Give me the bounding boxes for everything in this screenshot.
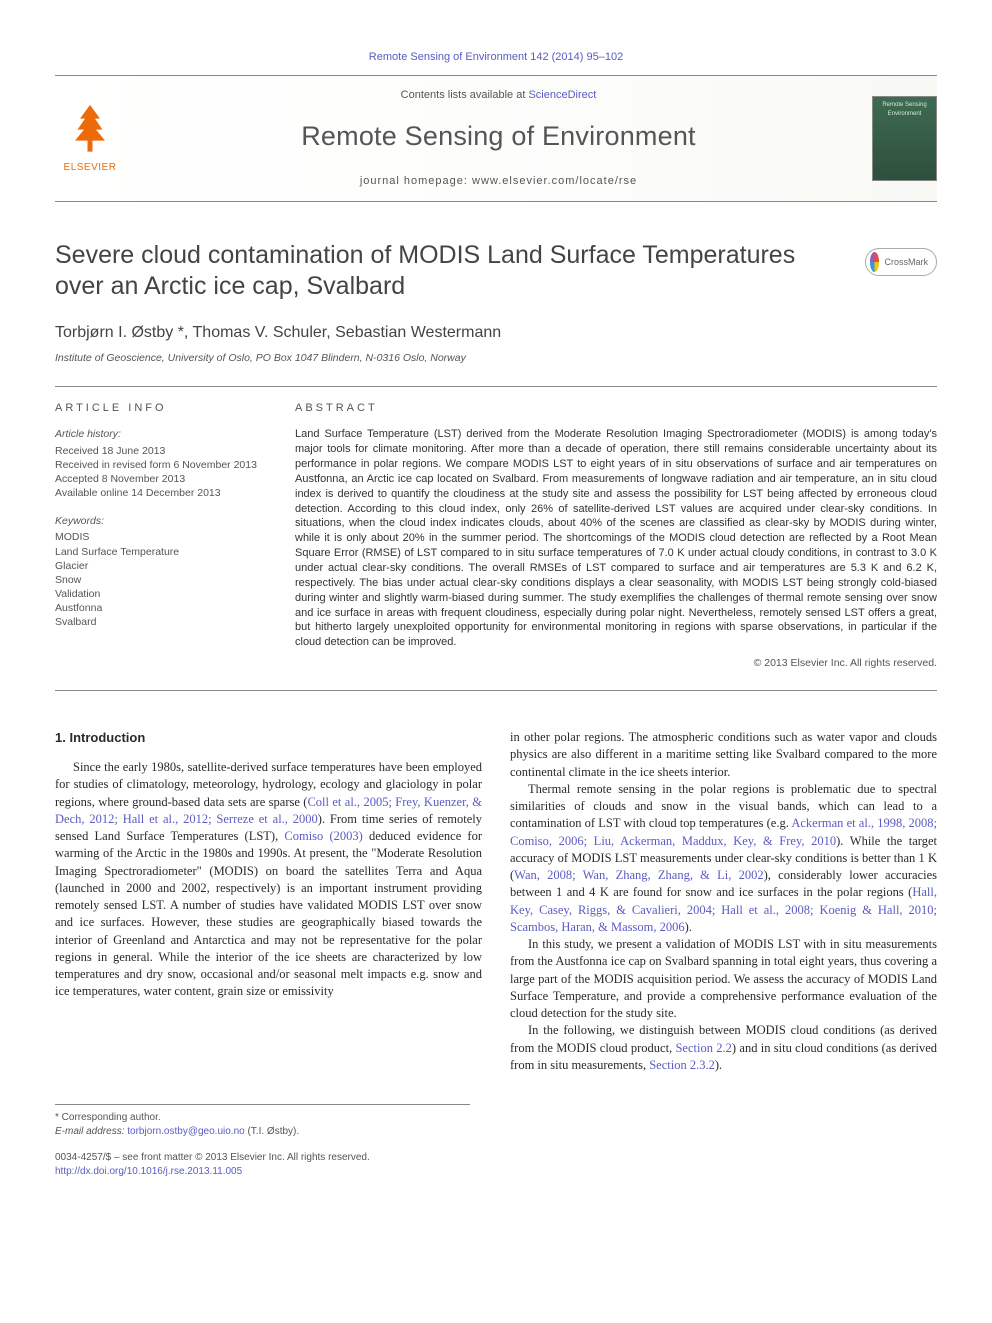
intro-paragraph-2: Thermal remote sensing in the polar regi… xyxy=(510,781,937,936)
keywords-label: Keywords: xyxy=(55,514,265,528)
article-header: CrossMark Severe cloud contamination of … xyxy=(55,240,937,366)
keyword: Snow xyxy=(55,573,265,587)
column-right: in other polar regions. The atmospheric … xyxy=(510,729,937,1074)
history-accepted: Accepted 8 November 2013 xyxy=(55,472,265,486)
abstract-copyright: © 2013 Elsevier Inc. All rights reserved… xyxy=(295,656,937,670)
divider-bottom xyxy=(55,690,937,691)
email-link[interactable]: torbjorn.ostby@geo.uio.no xyxy=(127,1126,244,1137)
keyword: Land Surface Temperature xyxy=(55,545,265,559)
publisher-logo: ELSEVIER xyxy=(55,99,125,179)
section-heading-intro: 1. Introduction xyxy=(55,729,482,747)
footnotes: * Corresponding author. E-mail address: … xyxy=(55,1104,470,1139)
email-suffix: (T.I. Østby). xyxy=(245,1126,299,1137)
column-left: 1. Introduction Since the early 1980s, s… xyxy=(55,729,482,1074)
corresponding-author: * Corresponding author. xyxy=(55,1111,470,1125)
article-title: Severe cloud contamination of MODIS Land… xyxy=(55,240,835,303)
email-line: E-mail address: torbjorn.ostby@geo.uio.n… xyxy=(55,1125,470,1139)
keyword: MODIS xyxy=(55,530,265,544)
history-label: Article history: xyxy=(55,427,265,441)
history-online: Available online 14 December 2013 xyxy=(55,486,265,500)
abstract-block: ABSTRACT Land Surface Temperature (LST) … xyxy=(295,401,937,671)
email-label: E-mail address: xyxy=(55,1126,127,1137)
article-info-heading: ARTICLE INFO xyxy=(55,401,265,416)
keyword: Austfonna xyxy=(55,601,265,615)
contents-line: Contents lists available at ScienceDirec… xyxy=(125,88,872,103)
crossmark-badge[interactable]: CrossMark xyxy=(865,248,937,276)
cover-text: Remote Sensing Environment xyxy=(877,101,932,118)
affiliation: Institute of Geoscience, University of O… xyxy=(55,351,937,366)
journal-header-band: ELSEVIER Contents lists available at Sci… xyxy=(55,75,937,202)
journal-homepage: journal homepage: www.elsevier.com/locat… xyxy=(125,174,872,189)
section-link[interactable]: Section 2.2 xyxy=(675,1041,731,1055)
body-columns: 1. Introduction Since the early 1980s, s… xyxy=(55,729,937,1074)
bottom-meta: 0034-4257/$ – see front matter © 2013 El… xyxy=(55,1151,937,1179)
crossmark-label: CrossMark xyxy=(884,256,928,269)
history-received: Received 18 June 2013 xyxy=(55,444,265,458)
intro-paragraph-1-cont: in other polar regions. The atmospheric … xyxy=(510,729,937,781)
divider-top xyxy=(55,386,937,387)
text: deduced evidence for warming of the Arct… xyxy=(55,829,482,998)
citation-header: Remote Sensing of Environment 142 (2014)… xyxy=(55,50,937,65)
intro-paragraph-4: In the following, we distinguish between… xyxy=(510,1022,937,1074)
elsevier-tree-icon xyxy=(65,102,115,157)
keyword: Validation xyxy=(55,587,265,601)
keyword: Svalbard xyxy=(55,615,265,629)
journal-title: Remote Sensing of Environment xyxy=(125,118,872,156)
citation-link[interactable]: Comiso (2003) xyxy=(284,829,362,843)
article-info-block: ARTICLE INFO Article history: Received 1… xyxy=(55,401,265,671)
abstract-text: Land Surface Temperature (LST) derived f… xyxy=(295,427,937,650)
abstract-heading: ABSTRACT xyxy=(295,401,937,416)
keyword: Glacier xyxy=(55,559,265,573)
authors-line: Torbjørn I. Østby *, Thomas V. Schuler, … xyxy=(55,322,937,344)
doi-link[interactable]: http://dx.doi.org/10.1016/j.rse.2013.11.… xyxy=(55,1165,937,1179)
citation-link[interactable]: Wan, 2008; Wan, Zhang, Zhang, & Li, 2002 xyxy=(514,868,763,882)
publisher-name: ELSEVIER xyxy=(64,161,117,175)
journal-cover-thumbnail: Remote Sensing Environment xyxy=(872,96,937,181)
sciencedirect-link[interactable]: ScienceDirect xyxy=(528,89,596,101)
front-matter-line: 0034-4257/$ – see front matter © 2013 El… xyxy=(55,1151,937,1165)
info-row: ARTICLE INFO Article history: Received 1… xyxy=(55,401,937,671)
crossmark-icon xyxy=(870,252,879,272)
section-link[interactable]: Section 2.3.2 xyxy=(649,1058,715,1072)
text: ). xyxy=(685,920,692,934)
header-center: Contents lists available at ScienceDirec… xyxy=(125,88,872,189)
intro-paragraph-3: In this study, we present a validation o… xyxy=(510,936,937,1022)
text: ). xyxy=(715,1058,722,1072)
history-revised: Received in revised form 6 November 2013 xyxy=(55,458,265,472)
contents-prefix: Contents lists available at xyxy=(401,89,529,101)
intro-paragraph-1: Since the early 1980s, satellite-derived… xyxy=(55,759,482,1001)
